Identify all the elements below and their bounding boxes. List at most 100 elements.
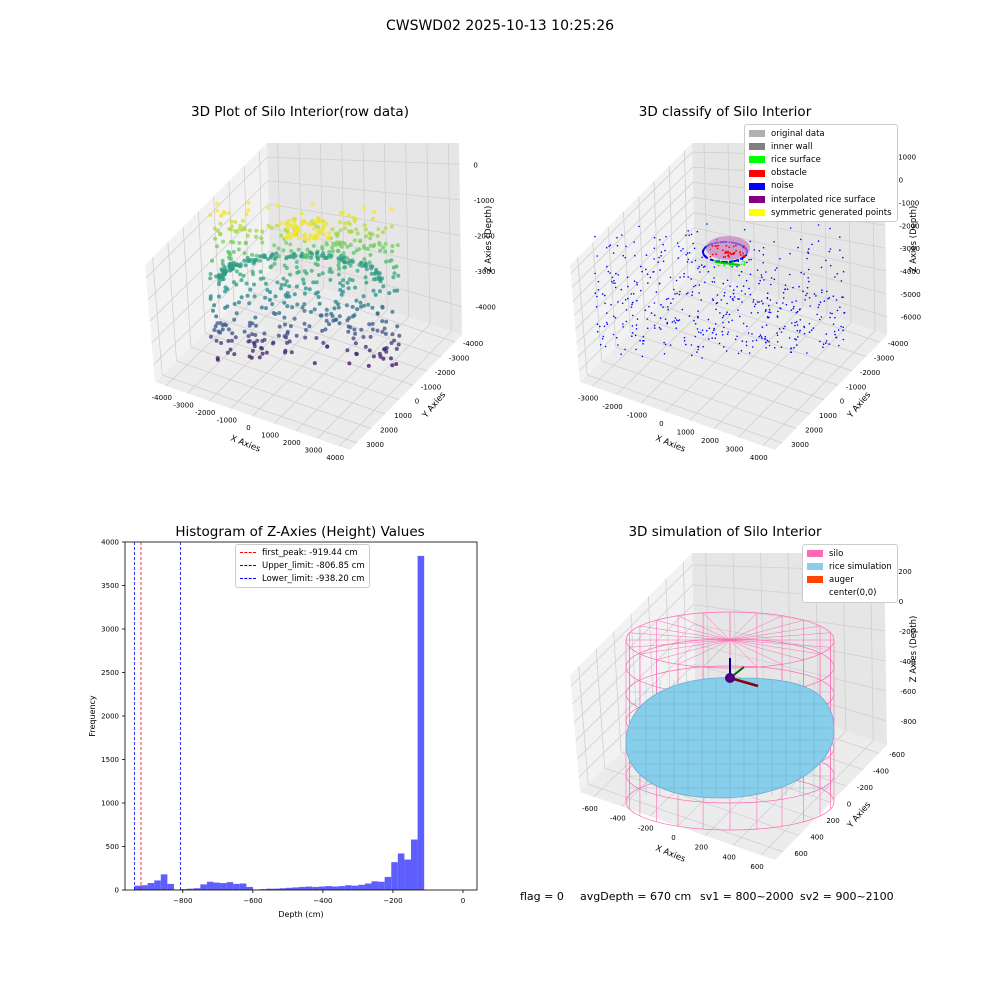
grid-line <box>147 180 269 300</box>
silo-roof-line <box>729 619 804 641</box>
data-point <box>374 267 379 272</box>
x-tick-label: -2000 <box>195 409 215 417</box>
data-point <box>272 261 277 266</box>
noise-point <box>728 321 730 323</box>
legend-label: rice surface <box>771 154 821 165</box>
noise-point <box>721 330 723 333</box>
noise-point <box>703 254 706 257</box>
noise-point <box>773 241 775 243</box>
data-point <box>327 322 332 327</box>
z-tick-label: 0 <box>473 161 477 169</box>
noise-point <box>808 297 811 299</box>
noise-point <box>803 332 806 335</box>
grid-line <box>575 212 694 330</box>
noise-point <box>685 293 688 295</box>
grid-line <box>576 227 695 344</box>
data-point <box>246 201 251 205</box>
data-point <box>307 250 312 255</box>
data-point <box>212 303 217 308</box>
noise-point <box>737 309 739 311</box>
noise-point <box>604 294 606 297</box>
x-tick-label: −200 <box>383 897 402 905</box>
noise-point <box>673 320 675 322</box>
noise-point <box>654 327 656 329</box>
noise-point <box>839 236 841 238</box>
noise-point <box>658 282 661 285</box>
noise-point <box>713 281 716 283</box>
noise-point <box>677 257 680 259</box>
data-point <box>330 249 335 254</box>
data-point <box>370 327 375 332</box>
data-point <box>311 226 316 231</box>
noise-point <box>752 299 755 301</box>
data-point <box>375 311 380 316</box>
silo-roof-line <box>629 632 731 641</box>
data-point <box>295 302 300 307</box>
data-point <box>380 329 385 334</box>
data-point <box>239 295 244 300</box>
data-point <box>384 346 389 350</box>
data-point <box>294 333 299 338</box>
noise-point <box>698 265 700 268</box>
data-point <box>223 285 228 290</box>
noise-point <box>839 249 841 251</box>
legend-label: symmetric generated points <box>771 207 892 218</box>
data-point <box>347 316 352 320</box>
data-point <box>325 242 329 247</box>
noise-point <box>809 305 811 307</box>
noise-point <box>791 301 793 304</box>
noise-point <box>625 320 628 323</box>
noise-point <box>715 333 717 336</box>
data-point <box>342 241 347 246</box>
noise-point <box>690 278 692 280</box>
y-tick-label: -1000 <box>421 383 441 391</box>
noise-point <box>750 312 753 314</box>
noise-point <box>608 245 610 248</box>
noise-point <box>818 303 820 306</box>
data-point <box>223 305 228 310</box>
flag-text: flag = 0 <box>520 890 564 903</box>
data-point <box>327 249 332 254</box>
noise-point <box>727 331 730 333</box>
data-point <box>372 277 376 282</box>
noise-point <box>816 313 818 316</box>
grid-line <box>248 290 442 357</box>
data-point <box>271 340 276 345</box>
legend-item: first_peak: -919.44 cm <box>240 546 365 559</box>
noise-point <box>800 271 802 274</box>
noise-point <box>648 305 650 308</box>
noise-point <box>726 279 729 282</box>
noise-point <box>762 253 765 256</box>
data-point <box>359 304 363 309</box>
noise-point <box>761 276 763 278</box>
data-point <box>375 234 380 238</box>
silo-roof-line <box>729 615 783 641</box>
noise-point <box>594 292 596 294</box>
data-point <box>350 304 355 309</box>
noise-point <box>825 340 828 342</box>
simulation-legend: silo rice simulation auger center(0,0) <box>802 544 898 603</box>
noise-point <box>758 282 760 285</box>
data-point <box>320 328 325 333</box>
data-point <box>372 242 377 247</box>
noise-point <box>763 338 766 340</box>
noise-point <box>719 312 721 314</box>
grid-line <box>693 227 887 272</box>
noise-point <box>751 333 753 335</box>
z-tick-label: 0 <box>899 598 903 606</box>
data-point <box>238 223 243 228</box>
obstacle-point <box>727 254 729 257</box>
data-point <box>259 236 264 241</box>
noise-point <box>649 276 652 279</box>
noise-point <box>762 262 764 264</box>
noise-point <box>674 322 677 324</box>
silo-roof-line <box>729 639 804 661</box>
data-point <box>264 306 268 311</box>
noise-point <box>641 270 643 273</box>
noise-point <box>792 286 794 289</box>
data-point <box>322 232 327 237</box>
y-tick-label: 2000 <box>380 426 398 434</box>
grid-line <box>153 250 270 365</box>
x-tick-label: -3000 <box>173 401 193 409</box>
grid-line <box>570 151 693 274</box>
